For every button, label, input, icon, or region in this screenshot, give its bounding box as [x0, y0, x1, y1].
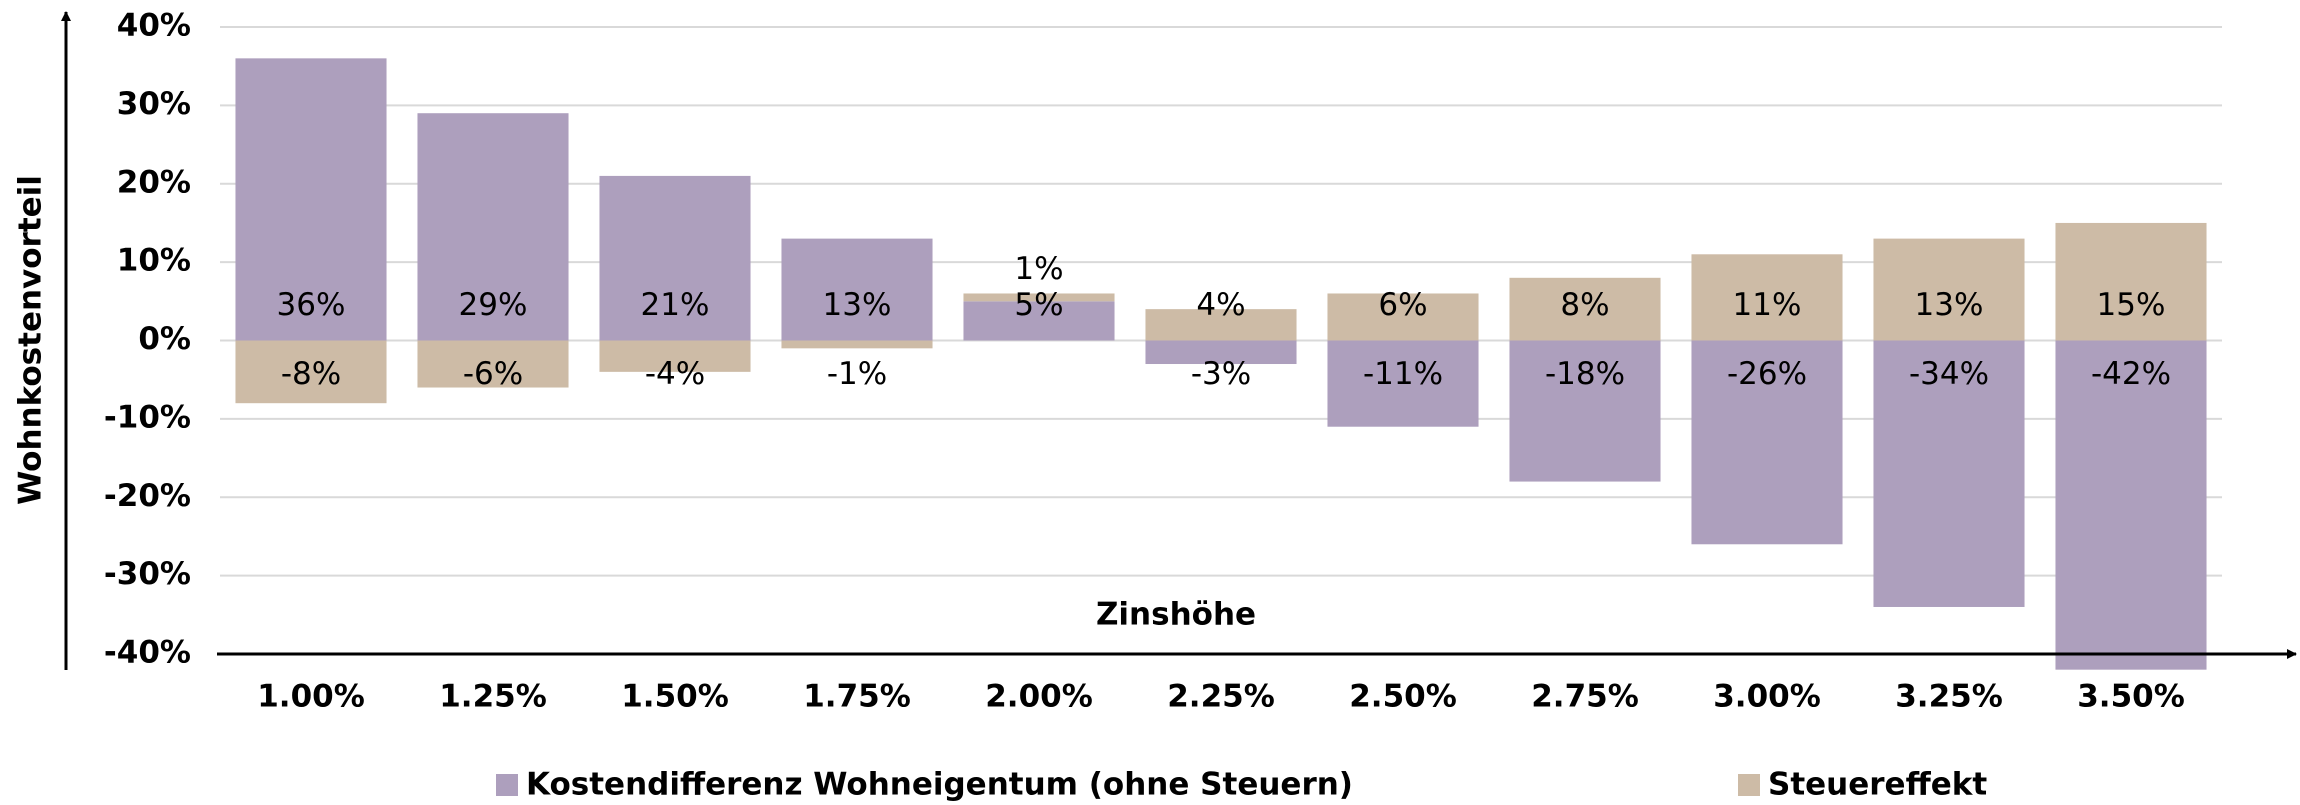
y-tick-label: 30% — [117, 86, 191, 122]
value-label: -18% — [1545, 356, 1625, 392]
x-tick-label: 3.25% — [1895, 679, 2003, 715]
y-tick-label: 20% — [117, 164, 191, 200]
bar — [1145, 340, 1297, 365]
x-tick-label: 1.75% — [803, 679, 911, 715]
value-label: -11% — [1363, 356, 1443, 392]
value-label: 36% — [277, 287, 346, 323]
bar — [2055, 340, 2207, 670]
x-tick-label: 2.00% — [985, 679, 1093, 715]
value-label: -42% — [2091, 356, 2171, 392]
value-label: -26% — [1727, 356, 1807, 392]
legend-swatch — [496, 774, 518, 796]
legend-swatch — [1738, 774, 1760, 796]
bar — [1873, 340, 2025, 607]
value-label: -1% — [827, 356, 887, 392]
x-tick-label: 2.75% — [1531, 679, 1639, 715]
labels: -40% -30% -20% -10% 0% 10% 20% 30% 40% 1.00% 36% -8… — [104, 8, 2185, 803]
y-tick-label: -30% — [104, 556, 191, 592]
bar — [1327, 293, 1479, 341]
bar — [599, 175, 751, 341]
y-tick-label: 40% — [117, 8, 191, 44]
bar — [1327, 340, 1479, 427]
value-label: -6% — [463, 356, 523, 392]
y-tick-label: 0% — [138, 321, 191, 357]
bar — [1509, 277, 1661, 341]
value-label: -4% — [645, 356, 705, 392]
bar — [417, 340, 569, 388]
y-axis-title: Wohnkostenvorteil — [13, 175, 49, 505]
bar — [235, 340, 387, 404]
value-label: 1% — [1014, 251, 1063, 287]
bar — [963, 301, 1115, 341]
bar — [1509, 340, 1661, 482]
bar — [781, 340, 933, 349]
bar — [1691, 340, 1843, 545]
value-label: 4% — [1196, 287, 1245, 323]
bar — [599, 340, 751, 372]
y-tick-label: -10% — [104, 399, 191, 435]
value-label: -34% — [1909, 356, 1989, 392]
bar — [963, 293, 1115, 302]
bar — [1691, 254, 1843, 341]
x-tick-label: 2.50% — [1349, 679, 1457, 715]
legend-label: Steuereffekt — [1768, 767, 1987, 803]
bar — [417, 113, 569, 341]
value-label: 8% — [1560, 287, 1609, 323]
bar — [781, 238, 933, 341]
value-label: 21% — [641, 287, 710, 323]
value-label: 11% — [1733, 287, 1802, 323]
legend-label: Kostendifferenz Wohneigentum (ohne Steue… — [526, 767, 1353, 803]
value-label: 15% — [2097, 287, 2166, 323]
value-label: 29% — [459, 287, 528, 323]
bar — [2055, 222, 2207, 341]
x-tick-label: 3.00% — [1713, 679, 1821, 715]
bar — [1873, 238, 2025, 341]
x-axis-title: Zinshöhe — [1096, 597, 1256, 633]
value-label: -8% — [281, 356, 341, 392]
bars — [235, 58, 2207, 670]
value-label: 6% — [1378, 287, 1427, 323]
y-tick-label: 10% — [117, 243, 191, 279]
value-label: 5% — [1014, 287, 1063, 323]
x-tick-label: 1.00% — [257, 679, 365, 715]
bar — [235, 58, 387, 341]
value-label: 13% — [823, 287, 892, 323]
x-tick-label: 1.25% — [439, 679, 547, 715]
value-label: -3% — [1191, 356, 1251, 392]
x-tick-label: 1.50% — [621, 679, 729, 715]
value-label: 13% — [1915, 287, 1984, 323]
bar — [1145, 309, 1297, 341]
x-tick-label: 2.25% — [1167, 679, 1275, 715]
x-tick-label: 3.50% — [2077, 679, 2185, 715]
y-tick-label: -40% — [104, 635, 191, 671]
y-tick-label: -20% — [104, 478, 191, 514]
